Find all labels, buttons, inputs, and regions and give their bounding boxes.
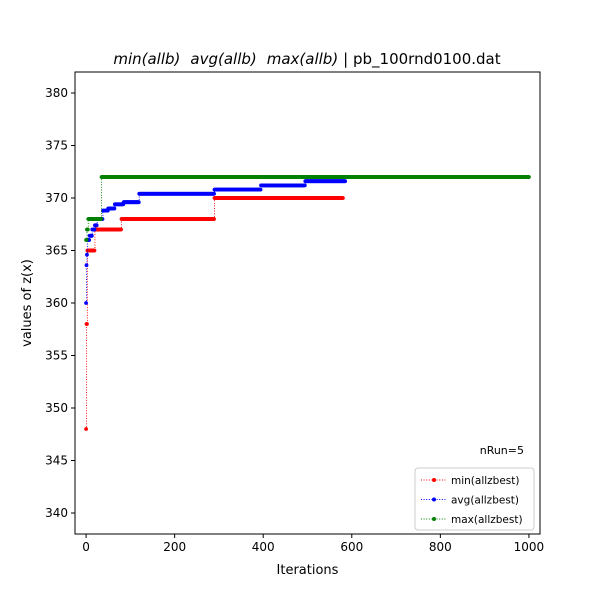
y-tick-label: 355 — [45, 349, 68, 363]
y-tick-label: 370 — [45, 191, 68, 205]
data-point — [84, 301, 88, 305]
data-point — [112, 206, 117, 211]
x-tick-label: 0 — [82, 540, 90, 554]
data-point — [84, 263, 89, 268]
data-point — [212, 217, 216, 221]
title-part-file: | pb_100rnd0100.dat — [343, 50, 501, 69]
data-point — [94, 223, 99, 228]
series-line-1 — [86, 180, 346, 304]
legend-item-min(allzbest): min(allzbest) — [421, 475, 520, 487]
data-point — [212, 191, 216, 196]
legend-label: max(allzbest) — [451, 514, 523, 526]
y-tick-label: 345 — [45, 454, 68, 468]
x-tick-label: 200 — [163, 540, 186, 554]
nrun-annotation: nRun=5 — [480, 444, 524, 457]
plot-area: 0 200 400 600 800 1000 340 345 350 355 360 365 370 37… — [45, 71, 545, 554]
y-tick-label: 360 — [45, 296, 68, 310]
x-tick-label: 800 — [429, 540, 452, 554]
data-point — [92, 248, 97, 253]
title-part-max: max(allb) — [267, 50, 338, 68]
legend-label: avg(allzbest) — [451, 495, 519, 507]
series-max(allzbest) — [84, 175, 531, 242]
x-tick-label: 400 — [252, 540, 275, 554]
data-point — [85, 252, 89, 257]
data-point — [99, 217, 104, 221]
data-point — [89, 233, 94, 238]
y-tick-label: 380 — [45, 86, 68, 100]
data-point — [258, 187, 263, 192]
legend-label: min(allzbest) — [451, 475, 520, 487]
y-tick-label: 375 — [45, 139, 68, 153]
chart-title: min(allb) avg(allb) max(allb) | pb_100rnd01… — [113, 50, 500, 69]
series-avg(allzbest) — [84, 179, 348, 305]
title-part-min: min(allb) — [113, 50, 180, 68]
data-point — [302, 183, 307, 188]
data-point — [527, 175, 531, 179]
title-part-avg: avg(allb) — [190, 50, 256, 68]
data-point — [85, 227, 90, 232]
data-point — [136, 200, 141, 205]
y-tick-label: 350 — [45, 401, 68, 415]
legend-marker — [432, 478, 436, 482]
data-point — [343, 179, 348, 184]
data-point — [92, 227, 97, 232]
y-tick-label: 365 — [45, 244, 68, 258]
legend: min(allzbest) avg(allzbest) max(allzbest) — [414, 467, 535, 531]
legend-marker — [432, 497, 436, 502]
series-line-2 — [86, 176, 529, 241]
series-line-0 — [86, 197, 343, 430]
data-point — [85, 322, 89, 326]
legend-item-max(allzbest): max(allzbest) — [421, 514, 523, 526]
x-tick-label: 600 — [340, 540, 363, 554]
y-axis-label: values of z(x) — [20, 259, 35, 347]
series-min(allzbest) — [84, 196, 345, 431]
data-point — [341, 196, 345, 200]
data-point — [84, 427, 88, 431]
x-tick-label: 1000 — [514, 540, 545, 554]
axes-frame — [74, 71, 541, 535]
data-point — [84, 238, 89, 242]
legend-item-avg(allzbest): avg(allzbest) — [421, 495, 519, 507]
x-axis-label: Iterations — [277, 563, 339, 578]
data-point — [87, 238, 92, 242]
legend-box — [414, 467, 535, 531]
legend-marker — [432, 517, 436, 521]
data-point — [119, 227, 123, 232]
y-tick-label: 340 — [45, 506, 68, 520]
